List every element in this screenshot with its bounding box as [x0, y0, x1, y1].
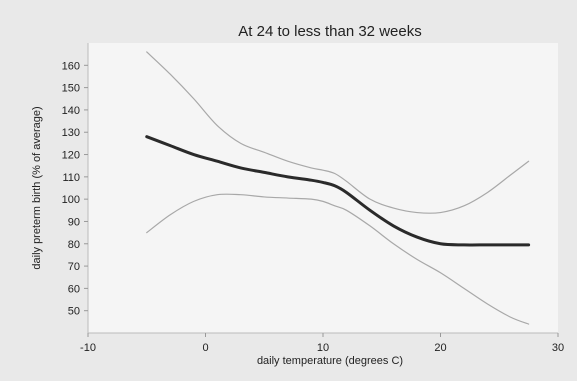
y-tick-label: 110 — [62, 172, 80, 184]
y-ticks: 50 60 70 80 90 100 110 120 130 140 150 160 — [62, 60, 88, 318]
y-tick-label: 150 — [62, 83, 80, 95]
y-tick-label: 60 — [68, 283, 80, 295]
series-line-estimate — [145, 135, 531, 247]
y-tick-label: 50 — [68, 306, 80, 318]
chart-title: At 24 to less than 32 weeks — [238, 23, 421, 40]
y-tick-label: 130 — [62, 127, 80, 139]
series-line-lower-ci — [146, 193, 530, 325]
y-tick-label: 90 — [68, 216, 80, 228]
series-layer — [145, 51, 531, 325]
y-tick-label: 70 — [68, 261, 80, 273]
y-tick-label: 140 — [62, 105, 80, 117]
x-tick-label: 30 — [552, 342, 564, 354]
y-tick-label: 100 — [62, 194, 80, 206]
x-tick-label: 10 — [317, 342, 329, 354]
x-tick-label: 20 — [434, 342, 446, 354]
y-axis-title: daily preterm birth (% of average) — [31, 106, 43, 269]
plot-area — [88, 43, 558, 333]
x-axis-title: daily temperature (degrees C) — [257, 355, 403, 367]
y-tick-label: 120 — [62, 150, 80, 162]
x-tick-label: 0 — [202, 342, 208, 354]
x-ticks: -10 0 10 20 30 — [80, 333, 564, 354]
x-tick-label: -10 — [80, 342, 96, 354]
y-tick-label: 160 — [62, 60, 80, 72]
y-tick-label: 80 — [68, 239, 80, 251]
series-line-upper-ci — [146, 51, 530, 214]
